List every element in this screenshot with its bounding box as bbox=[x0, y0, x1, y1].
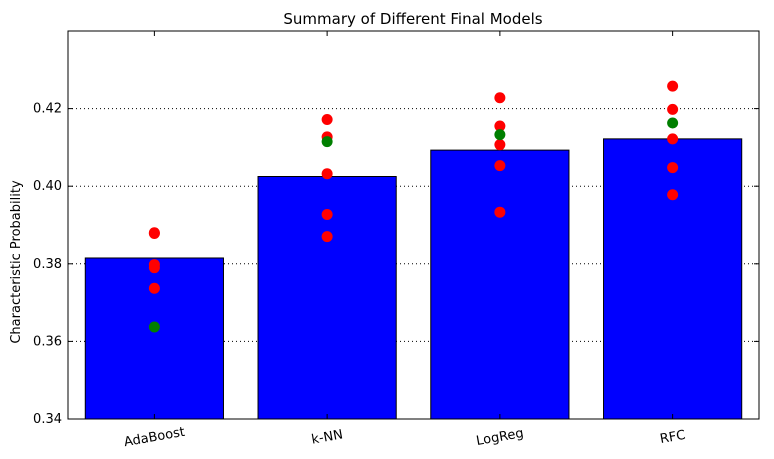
red-point bbox=[494, 92, 506, 104]
data-points bbox=[148, 80, 679, 333]
red-point bbox=[148, 262, 160, 274]
green-point bbox=[494, 129, 506, 141]
red-point bbox=[667, 80, 679, 92]
y-tick-label: 0.40 bbox=[33, 179, 62, 194]
green-point bbox=[667, 117, 679, 129]
red-point bbox=[148, 228, 160, 240]
bar-adaboost bbox=[84, 257, 224, 420]
y-tick-label: 0.38 bbox=[33, 257, 62, 272]
x-tick-label: AdaBoost bbox=[123, 425, 186, 450]
green-point bbox=[321, 136, 333, 148]
plot-frame bbox=[67, 30, 760, 420]
y-tick-label: 0.42 bbox=[33, 102, 62, 117]
x-tick-label: k-NN bbox=[310, 427, 344, 447]
bar-logreg bbox=[430, 149, 570, 420]
red-point bbox=[494, 160, 506, 172]
red-point bbox=[494, 120, 506, 132]
chart-title: Summary of Different Final Models bbox=[283, 10, 542, 28]
green-point bbox=[148, 321, 160, 333]
y-tick-label: 0.36 bbox=[33, 334, 62, 349]
red-point bbox=[321, 231, 333, 243]
red-point bbox=[494, 206, 506, 218]
x-tick-label: RFC bbox=[659, 428, 687, 447]
bars bbox=[84, 138, 743, 420]
red-point bbox=[321, 113, 333, 125]
red-point bbox=[321, 168, 333, 180]
red-point bbox=[494, 139, 506, 151]
red-point bbox=[667, 103, 679, 115]
red-point bbox=[667, 133, 679, 145]
red-point bbox=[321, 209, 333, 221]
red-point bbox=[667, 162, 679, 174]
red-point bbox=[667, 189, 679, 201]
y-axis-label: Characteristic Probability bbox=[9, 180, 24, 344]
y-axis-ticks: 0.34 0.36 0.38 0.40 0.42 bbox=[33, 102, 759, 427]
x-tick-label: LogReg bbox=[475, 426, 525, 449]
bar-rfc bbox=[603, 138, 743, 420]
y-tick-label: 0.34 bbox=[33, 412, 62, 427]
red-point bbox=[148, 282, 160, 294]
